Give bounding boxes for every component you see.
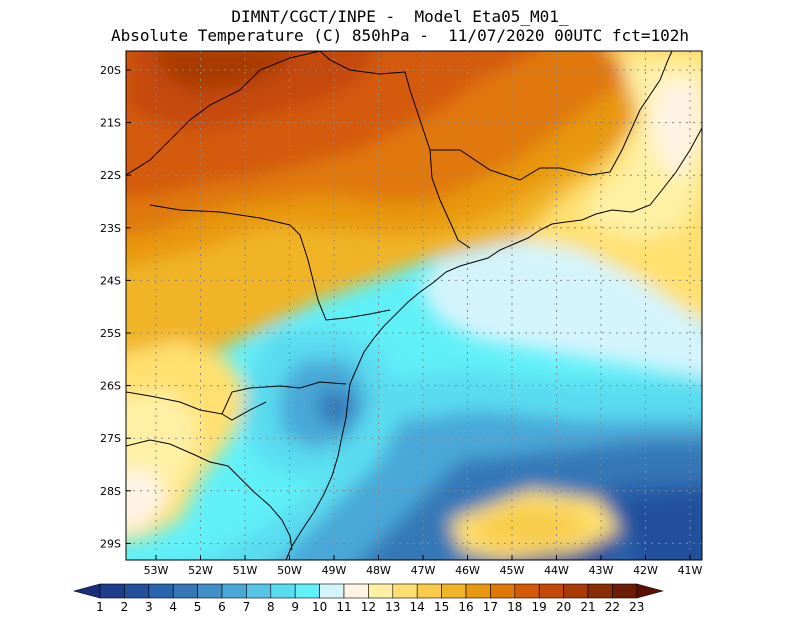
colorbar-swatch	[246, 583, 272, 599]
colorbar-swatch	[319, 583, 345, 599]
lat-tick-label: 26S	[100, 380, 121, 393]
colorbar-swatch	[343, 583, 369, 599]
lat-tick-label: 27S	[100, 432, 121, 445]
graticule	[126, 51, 702, 560]
colorbar-label: 17	[483, 600, 498, 614]
colorbar-swatch	[172, 583, 198, 599]
temperature-field	[126, 51, 702, 560]
colorbar-label: 19	[532, 600, 547, 614]
state-border	[149, 204, 391, 321]
colorbar-label: 6	[218, 600, 226, 614]
state-border	[126, 51, 321, 176]
lat-tick-label: 21S	[100, 117, 121, 130]
colorbar-swatch	[441, 583, 467, 599]
state-border	[319, 51, 471, 249]
state-border	[126, 381, 347, 415]
colorbar-label: 3	[145, 600, 153, 614]
colorbar-swatch	[392, 583, 418, 599]
colorbar-labels: 1 2 3 4 5 6 7 8 9 10 11 12 13 14 15 16 17 18 19 20 21 22 23	[96, 600, 644, 614]
lon-tick-label: 44W	[544, 564, 569, 577]
coastline	[285, 127, 702, 560]
lat-tick-label: 20S	[100, 64, 121, 77]
colorbar-label: 1	[96, 600, 104, 614]
state-border	[126, 439, 293, 551]
map-frame	[125, 50, 703, 561]
colorbar-swatch	[294, 583, 320, 599]
lat-tick-label: 23S	[100, 222, 121, 235]
lat-tick-label: 25S	[100, 327, 121, 340]
colorbar-label: 16	[458, 600, 473, 614]
colorbar-high-arrow	[636, 583, 664, 599]
lon-tick-label: 49W	[322, 564, 347, 577]
colorbar-swatch	[148, 583, 174, 599]
map-title-line2: Absolute Temperature (C) 850hPa - 11/07/…	[111, 26, 689, 45]
colorbar-swatch	[270, 583, 296, 599]
lon-tick-label: 53W	[144, 564, 169, 577]
colorbar-label: 5	[194, 600, 202, 614]
lat-tick-label: 22S	[100, 169, 121, 182]
colorbar-swatch	[587, 583, 613, 599]
map-title-line1: DIMNT/CGCT/INPE - Model Eta05_M01_	[231, 7, 569, 26]
state-border	[221, 401, 267, 421]
colorbar-label: 7	[243, 600, 251, 614]
state-border	[430, 51, 673, 181]
colorbar-swatch	[612, 583, 638, 599]
colorbar-label: 14	[410, 600, 425, 614]
lon-tick-label: 43W	[589, 564, 614, 577]
lon-tick-label: 45W	[500, 564, 525, 577]
colorbar-label: 11	[336, 600, 351, 614]
colorbar-swatch	[465, 583, 491, 599]
colorbar-swatch	[99, 583, 125, 599]
colorbar-label: 18	[507, 600, 522, 614]
colorbar-label: 21	[580, 600, 595, 614]
longitude-ticks: 53W 52W 51W 50W 49W 48W 47W 46W 45W 44W 43W 42W 41W	[144, 555, 703, 577]
colorbar-swatch	[538, 583, 564, 599]
colorbar-swatch	[563, 583, 589, 599]
lat-tick-label: 28S	[100, 485, 121, 498]
colorbar-label: 8	[267, 600, 275, 614]
lon-tick-label: 47W	[411, 564, 436, 577]
colorbar-swatch	[490, 583, 516, 599]
colorbar-low-arrow	[72, 583, 101, 599]
colorbar-label: 13	[385, 600, 400, 614]
colorbar-swatch	[368, 583, 394, 599]
colorbar-swatch	[514, 583, 540, 599]
colorbar-swatch	[416, 583, 442, 599]
colorbar-label: 10	[312, 600, 327, 614]
colorbar-label: 4	[169, 600, 177, 614]
lon-tick-label: 42W	[633, 564, 658, 577]
colorbar-swatch	[221, 583, 247, 599]
lon-tick-label: 51W	[233, 564, 258, 577]
colorbar-label: 2	[121, 600, 129, 614]
colorbar-swatch	[124, 583, 150, 599]
colorbar-label: 23	[629, 600, 644, 614]
lon-tick-label: 48W	[366, 564, 391, 577]
colorbar-label: 12	[361, 600, 376, 614]
lon-tick-label: 50W	[277, 564, 302, 577]
lon-tick-label: 46W	[455, 564, 480, 577]
latitude-ticks: 20S 21S 22S 23S 24S 25S 26S 27S 28S 29S	[100, 64, 131, 550]
lon-tick-label: 52W	[188, 564, 213, 577]
lat-tick-label: 29S	[100, 537, 121, 550]
colorbar-swatch	[197, 583, 223, 599]
lat-tick-label: 24S	[100, 274, 121, 287]
colorbar-boxes	[72, 583, 664, 599]
political-boundaries	[126, 51, 702, 560]
colorbar-label: 20	[556, 600, 571, 614]
colorbar-label: 22	[605, 600, 620, 614]
colorbar-label: 9	[291, 600, 299, 614]
lon-tick-label: 41W	[678, 564, 703, 577]
colorbar-label: 15	[434, 600, 449, 614]
